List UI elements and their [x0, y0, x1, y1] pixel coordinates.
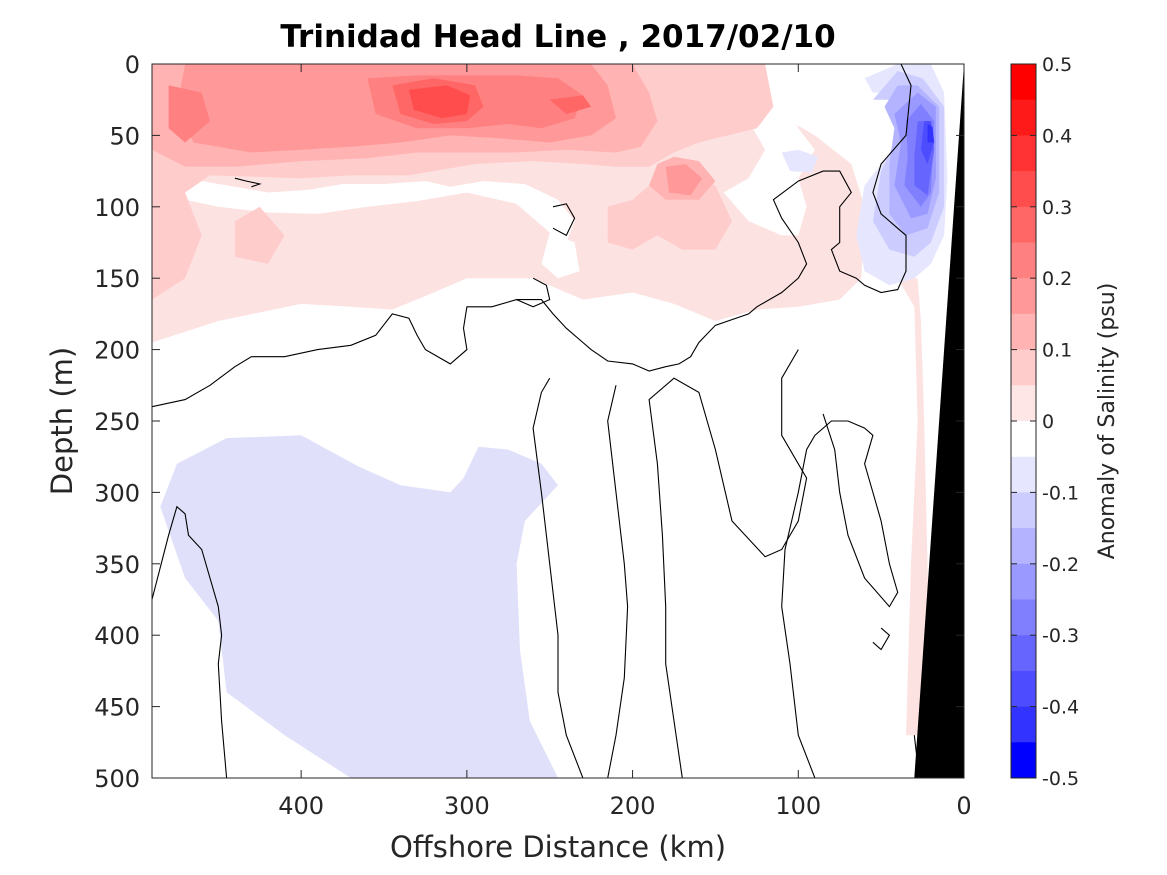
surface-white-gap-3 [723, 64, 815, 236]
colorbar-swatch [1011, 64, 1036, 101]
colorbar-tick-label: -0.3 [1042, 625, 1079, 647]
colorbar-swatch [1011, 278, 1036, 315]
y-axis-label: Depth (m) [45, 347, 79, 495]
y-tick-label: 200 [94, 337, 140, 365]
colorbar-swatch [1011, 563, 1036, 600]
colorbar-swatch [1011, 242, 1036, 279]
colorbar-tick-label: -0.1 [1042, 482, 1079, 504]
colorbar-swatch [1011, 706, 1036, 743]
surface-positive-peak-2 [549, 95, 592, 114]
bathymetry-shelf [914, 64, 964, 778]
colorbar-tick-label: -0.5 [1042, 768, 1079, 790]
surface-white-gap-1 [185, 178, 575, 243]
colorbar-tick-label: 0.2 [1042, 268, 1072, 290]
y-tick-label: 250 [94, 408, 140, 436]
y-tick-label: 100 [94, 194, 140, 222]
x-tick-label: 400 [278, 792, 324, 820]
y-tick-label: 300 [94, 479, 140, 507]
y-tick-label: 150 [94, 265, 140, 293]
colorbar-swatch [1011, 99, 1036, 136]
y-tick-label: 0 [125, 51, 140, 79]
colorbar-swatch [1011, 171, 1036, 208]
y-tick-label: 500 [94, 765, 140, 793]
colorbar-swatch [1011, 599, 1036, 636]
y-axis: 0 50 100 150 200 250 300 350 400 450 500 [94, 51, 964, 793]
colorbar-swatch [1011, 349, 1036, 386]
y-tick-label: 50 [109, 122, 140, 150]
x-tick-label: 200 [610, 792, 656, 820]
zero-contour-line [872, 627, 891, 651]
nearshore-deep-positive [897, 278, 931, 736]
x-tick-label: 300 [444, 792, 490, 820]
colorbar: 0.5 0.4 0.3 0.2 0.1 0 -0.1 -0.2 -0.3 -0.4 -0.5 [1010, 54, 1079, 790]
colorbar-tick-label: 0.5 [1042, 54, 1072, 76]
colorbar-swatch [1011, 385, 1036, 422]
surface-positive-stronger-2 [665, 164, 703, 196]
zero-contour-line [552, 203, 576, 237]
x-axis-label: Offshore Distance (km) [390, 830, 726, 864]
chart-title: Trinidad Head Line , 2017/02/10 [280, 19, 835, 55]
colorbar-swatch [1011, 742, 1036, 779]
colorbar-tick-label: 0.3 [1042, 197, 1072, 219]
zero-contour-line [532, 377, 584, 779]
colorbar-swatch [1011, 492, 1036, 529]
deep-negative-patch [160, 435, 559, 778]
plot-area [151, 63, 965, 779]
y-tick-label: 400 [94, 622, 140, 650]
zero-contour-line [607, 385, 629, 779]
x-tick-label: 0 [956, 792, 971, 820]
surface-positive-mid-2 [234, 206, 285, 264]
colorbar-tick-label: 0.1 [1042, 340, 1072, 362]
zero-contour-line [151, 63, 912, 408]
y-tick-label: 350 [94, 551, 140, 579]
colorbar-swatch [1011, 635, 1036, 672]
zero-contour-line [151, 505, 228, 779]
zero-contour-line [516, 277, 551, 308]
surface-positive-high [168, 85, 210, 143]
nearshore-negative-outer-2 [781, 149, 819, 173]
colorbar-swatch [1011, 528, 1036, 565]
colorbar-tick-label: -0.2 [1042, 554, 1079, 576]
x-tick-label: 100 [775, 792, 821, 820]
nearshore-negative-7 [927, 124, 935, 143]
surface-white-gap-2 [541, 232, 580, 279]
zero-contour-line [781, 413, 899, 779]
colorbar-swatch [1011, 670, 1036, 708]
colorbar-label: Anomaly of Salinity (psu) [1095, 283, 1120, 560]
colorbar-swatch [1011, 313, 1036, 351]
x-axis: 400 300 200 100 0 [278, 64, 972, 820]
anomaly-fill-layer [152, 64, 948, 778]
zero-contour-layer [151, 63, 924, 779]
colorbar-tick-label: 0 [1042, 411, 1054, 433]
colorbar-tick-label: -0.4 [1042, 697, 1079, 719]
y-tick-label: 450 [94, 694, 140, 722]
colorbar-swatch [1011, 421, 1036, 458]
colorbar-swatch [1011, 135, 1036, 172]
colorbar-swatch [1011, 206, 1036, 243]
surface-positive-max [408, 85, 471, 119]
zero-contour-line [234, 177, 262, 188]
colorbar-swatch [1011, 456, 1036, 493]
colorbar-tick-label: 0.4 [1042, 125, 1072, 147]
